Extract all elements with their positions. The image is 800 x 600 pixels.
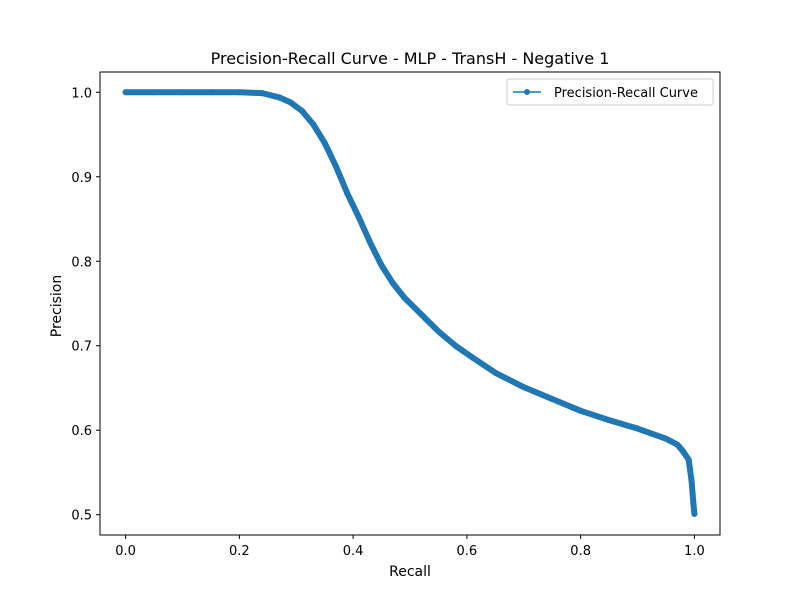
data-point bbox=[344, 191, 350, 197]
y-tick-label: 0.9 bbox=[71, 171, 92, 186]
x-tick-label: 0.0 bbox=[115, 544, 136, 559]
data-point bbox=[401, 295, 407, 301]
data-point bbox=[236, 89, 242, 95]
x-axis-label: Recall bbox=[389, 564, 431, 580]
data-point bbox=[686, 457, 692, 463]
data-point bbox=[680, 448, 686, 454]
x-tick-label: 1.0 bbox=[684, 544, 705, 559]
legend-marker-swatch bbox=[524, 89, 530, 95]
data-point bbox=[578, 408, 584, 414]
data-point bbox=[470, 355, 476, 361]
data-point bbox=[333, 164, 339, 170]
data-point bbox=[259, 90, 265, 96]
y-axis-label: Precision bbox=[49, 275, 65, 337]
data-point bbox=[492, 370, 498, 376]
y-tick-label: 0.5 bbox=[71, 509, 92, 524]
x-tick-label: 0.8 bbox=[570, 544, 591, 559]
x-tick-label: 0.6 bbox=[457, 544, 478, 559]
x-tick-label: 0.2 bbox=[229, 544, 250, 559]
y-tick-label: 0.8 bbox=[71, 255, 92, 270]
data-point bbox=[179, 89, 185, 95]
data-point bbox=[276, 94, 282, 100]
legend: Precision-Recall Curve bbox=[507, 79, 713, 105]
data-point bbox=[379, 262, 385, 268]
data-point bbox=[435, 328, 441, 334]
data-point bbox=[674, 442, 680, 448]
y-tick-label: 1.0 bbox=[71, 86, 92, 101]
data-point bbox=[689, 478, 695, 484]
data-point bbox=[453, 343, 459, 349]
data-point bbox=[549, 396, 555, 402]
data-point bbox=[322, 140, 328, 146]
chart-title: Precision-Recall Curve - MLP - TransH - … bbox=[211, 49, 610, 68]
y-tick-label: 0.6 bbox=[71, 424, 92, 439]
data-point bbox=[151, 89, 157, 95]
legend-label: Precision-Recall Curve bbox=[554, 86, 698, 101]
data-point bbox=[367, 240, 373, 246]
y-tick-label: 0.7 bbox=[71, 340, 92, 355]
data-point bbox=[356, 214, 362, 220]
data-point bbox=[310, 121, 316, 127]
data-point bbox=[663, 436, 669, 442]
data-point bbox=[288, 99, 294, 105]
data-point bbox=[208, 89, 214, 95]
data-point bbox=[606, 417, 612, 423]
data-point bbox=[635, 426, 641, 432]
data-point bbox=[299, 108, 305, 114]
data-point bbox=[123, 89, 129, 95]
data-point bbox=[390, 280, 396, 286]
x-tick-label: 0.4 bbox=[343, 544, 364, 559]
data-point bbox=[418, 311, 424, 317]
data-point bbox=[521, 384, 527, 390]
data-point bbox=[690, 499, 696, 505]
data-point bbox=[691, 511, 697, 517]
